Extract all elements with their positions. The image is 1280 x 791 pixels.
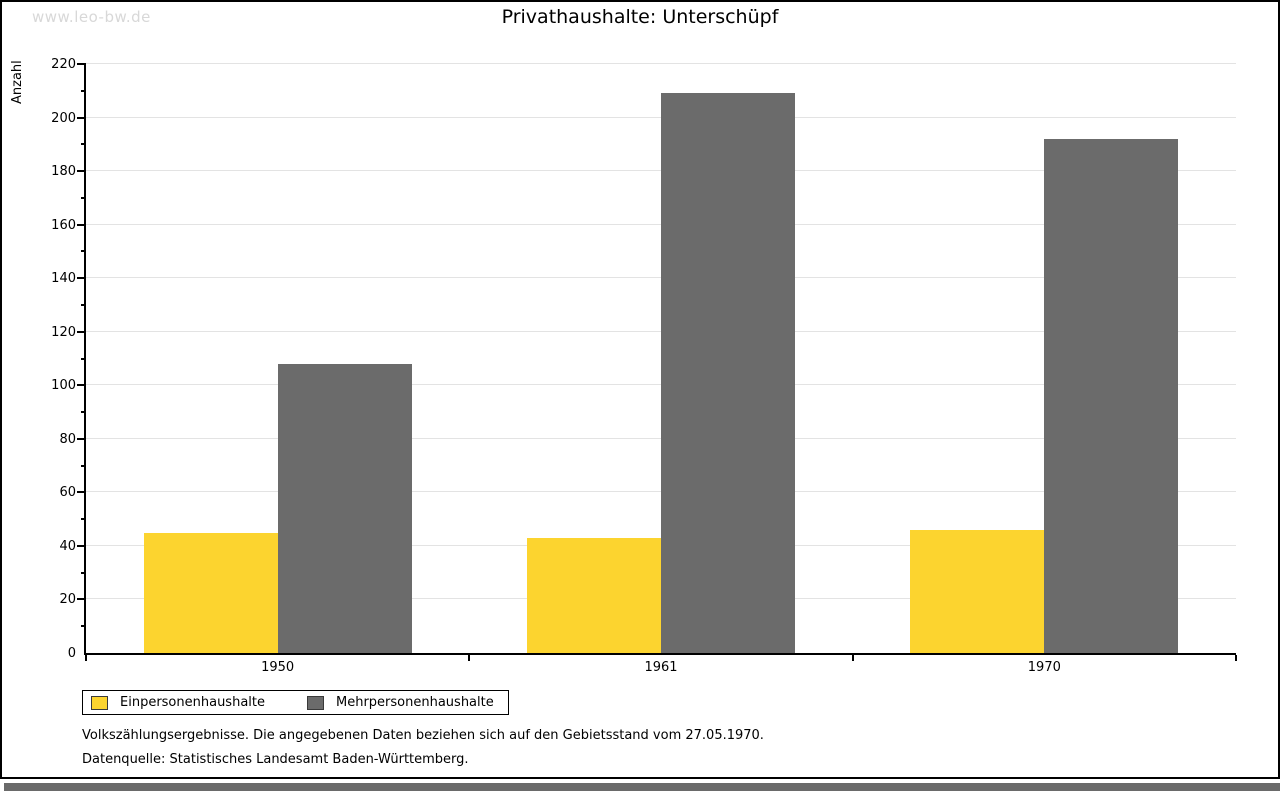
y-tick-minor xyxy=(81,303,86,306)
plot-area: 0 20 40 60 80 100 120 140 160 180 200 220 1950 1961 19… xyxy=(51,57,1237,675)
bottom-strip xyxy=(4,783,1280,791)
y-tick-label: 120 xyxy=(51,324,76,340)
y-tick-major xyxy=(77,384,86,387)
legend-item: Mehrpersonenhaushalte xyxy=(307,695,494,710)
y-tick-minor xyxy=(81,250,86,253)
bar-einpersonenhaushalte-1950 xyxy=(143,532,278,653)
legend: Einpersonenhaushalte Mehrpersonenhaushalt… xyxy=(82,690,509,715)
y-tick-label: 60 xyxy=(59,485,76,501)
y-tick-label: 180 xyxy=(51,164,76,180)
x-tick-label: 1970 xyxy=(1027,660,1061,675)
bar-einpersonenhaushalte-1961 xyxy=(527,537,661,653)
y-tick-label: 40 xyxy=(59,538,76,554)
y-tick-label: 80 xyxy=(59,431,76,447)
y-tick-major xyxy=(77,277,86,280)
y-tick-minor xyxy=(81,518,86,521)
footnote-source-note: Volkszählungsergebnisse. Die angegebenen… xyxy=(82,728,764,743)
legend-swatch-icon xyxy=(91,695,108,710)
y-tick-minor xyxy=(81,357,86,360)
y-tick-minor xyxy=(81,89,86,92)
bar-einpersonenhaushalte-1970 xyxy=(910,529,1045,653)
y-tick-minor xyxy=(81,143,86,146)
x-tick xyxy=(85,655,87,661)
y-tick-major xyxy=(77,544,86,547)
legend-label: Einpersonenhaushalte xyxy=(120,695,265,710)
y-tick-major xyxy=(77,330,86,333)
y-tick-label: 160 xyxy=(51,217,76,233)
y-tick-major xyxy=(77,437,86,440)
chart-title: Privathaushalte: Unterschüpf xyxy=(501,6,779,28)
x-tick-label: 1950 xyxy=(261,660,295,675)
x-tick xyxy=(468,655,471,661)
legend-item: Einpersonenhaushalte xyxy=(91,695,265,710)
y-tick-label: 20 xyxy=(59,592,76,608)
y-tick-label: 220 xyxy=(51,57,76,72)
y-tick-label: 200 xyxy=(51,110,76,126)
y-tick-label: 100 xyxy=(51,378,76,394)
y-tick-major xyxy=(77,491,86,494)
gridline xyxy=(86,63,1236,64)
y-tick-minor xyxy=(81,196,86,199)
x-tick xyxy=(1235,655,1237,661)
y-axis-title: Anzahl xyxy=(10,60,25,104)
y-tick-major xyxy=(77,170,86,173)
x-tick xyxy=(851,655,854,661)
y-tick-minor xyxy=(81,464,86,467)
watermark: www.leo-bw.de xyxy=(32,8,151,26)
y-tick-minor xyxy=(81,411,86,414)
y-tick-minor xyxy=(81,571,86,574)
bar-mehrpersonenhaushalte-1950 xyxy=(277,363,412,653)
y-tick-major xyxy=(77,223,86,226)
y-tick-label: 140 xyxy=(51,271,76,287)
legend-label: Mehrpersonenhaushalte xyxy=(336,695,494,710)
y-tick-label: 0 xyxy=(67,646,76,661)
y-tick-major xyxy=(77,598,86,601)
bar-mehrpersonenhaushalte-1961 xyxy=(661,93,795,653)
y-tick-minor xyxy=(81,625,86,628)
x-tick-label: 1961 xyxy=(644,660,678,675)
y-tick-major xyxy=(77,63,86,65)
y-tick-major xyxy=(77,116,86,119)
legend-swatch-icon xyxy=(307,695,324,710)
bar-mehrpersonenhaushalte-1970 xyxy=(1044,138,1179,653)
footnote-data-source: Datenquelle: Statistisches Landesamt Bad… xyxy=(82,752,469,767)
